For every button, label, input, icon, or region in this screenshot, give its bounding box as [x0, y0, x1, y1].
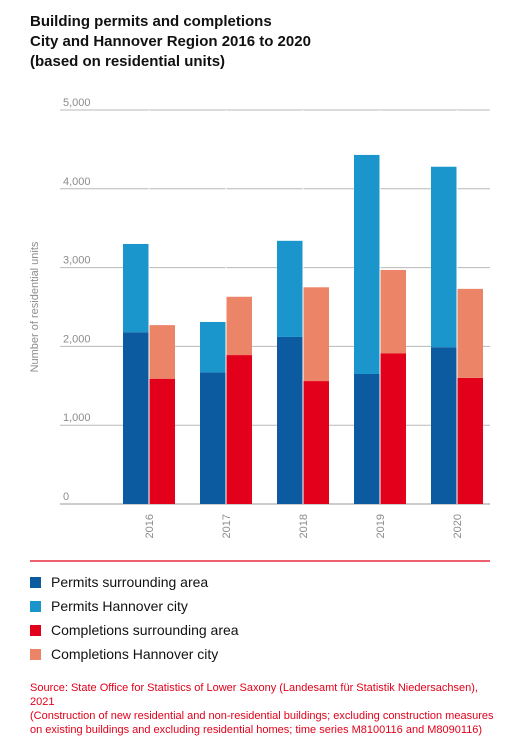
- bar-completions-surrounding-2019: [380, 353, 406, 504]
- bar-permits-city-2017: [200, 321, 226, 373]
- legend-item-completions-surrounding: Completions surrounding area: [30, 618, 490, 642]
- bar-permits-surrounding-2016: [123, 332, 149, 504]
- legend: Permits surrounding area Permits Hannove…: [30, 570, 490, 666]
- bar-completions-city-2018: [303, 287, 329, 382]
- bar-permits-city-2016: [123, 243, 149, 333]
- bar-permits-city-2019: [354, 154, 380, 374]
- bar-completions-surrounding-2016: [149, 378, 175, 504]
- legend-label-permits-city: Permits Hannover city: [51, 598, 188, 614]
- bar-permits-surrounding-2018: [277, 336, 303, 504]
- bar-chart: 0 1,000 2,000 3,000 4,000 5,000 Number of resi…: [29, 97, 490, 562]
- source-line-2: (Construction of new residential and non…: [30, 710, 494, 722]
- x-tick-label-2016: 2016: [144, 514, 156, 538]
- y-axis-label: Number of residential units: [29, 241, 41, 372]
- legend-label-permits-surrounding: Permits surrounding area: [51, 574, 209, 590]
- bar-completions-surrounding-2020: [457, 377, 483, 504]
- legend-swatch-permits-surrounding: [30, 576, 41, 588]
- bar-permits-city-2018: [277, 240, 303, 337]
- y-tick-label-5000: 5,000: [63, 97, 91, 109]
- source-note: Source: State Office for Statistics of L…: [30, 681, 500, 737]
- legend-item-permits-city: Permits Hannover city: [30, 594, 490, 618]
- bar-completions-city-2016: [149, 325, 175, 379]
- bar-permits-surrounding-2017: [200, 372, 226, 504]
- x-tick-label-2017: 2017: [221, 514, 233, 538]
- legend-swatch-completions-city: [30, 648, 41, 660]
- x-tick-label-2019: 2019: [375, 514, 387, 538]
- title-line-1: Building permits and completions: [30, 13, 272, 30]
- title-line-2: City and Hannover Region 2016 to 2020: [30, 33, 311, 50]
- y-tick-label-0: 0: [63, 491, 69, 503]
- legend-item-permits-surrounding: Permits surrounding area: [30, 570, 490, 594]
- x-tick-label-2020: 2020: [452, 514, 464, 538]
- bar-completions-surrounding-2018: [303, 381, 329, 504]
- chart-title: Building permits and completions City an…: [30, 12, 490, 72]
- title-line-3: (based on residential units): [30, 53, 226, 70]
- bar-permits-surrounding-2020: [431, 347, 457, 504]
- bar-permits-city-2020: [431, 166, 457, 348]
- source-line-1: Source: State Office for Statistics of L…: [30, 682, 478, 708]
- y-tick-label-4000: 4,000: [63, 176, 91, 188]
- bar-completions-city-2017: [226, 296, 252, 356]
- legend-label-completions-city: Completions Hannover city: [51, 646, 219, 662]
- x-tick-label-2018: 2018: [298, 514, 310, 538]
- bar-completions-city-2020: [457, 288, 483, 378]
- source-line-3: on existing buildings and excluding resi…: [30, 724, 483, 736]
- legend-swatch-permits-city: [30, 600, 41, 612]
- y-tick-label-3000: 3,000: [63, 255, 91, 267]
- bar-permits-surrounding-2019: [354, 373, 380, 504]
- legend-item-completions-city: Completions Hannover city: [30, 642, 490, 666]
- legend-label-completions-surrounding: Completions surrounding area: [51, 622, 239, 638]
- legend-swatch-completions-surrounding: [30, 624, 41, 636]
- bar-completions-city-2019: [380, 269, 406, 354]
- bar-completions-surrounding-2017: [226, 355, 252, 504]
- y-tick-label-1000: 1,000: [63, 412, 91, 424]
- y-tick-label-2000: 2,000: [63, 333, 91, 345]
